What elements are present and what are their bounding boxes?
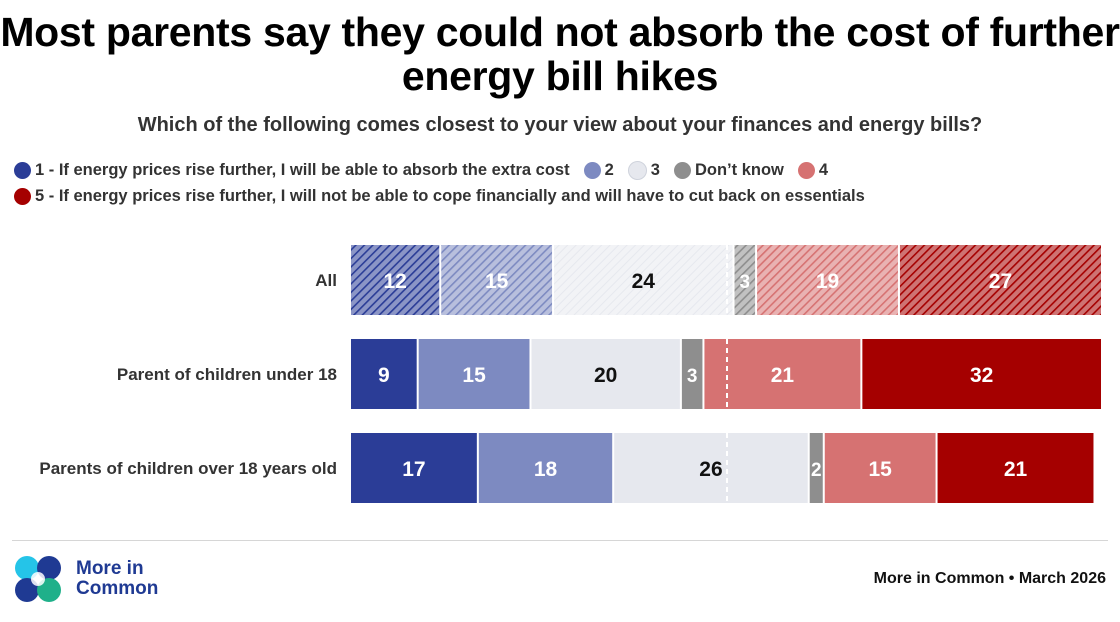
data-label: 3 [687,366,698,387]
data-label: 3 [740,272,751,293]
bar-segment [809,433,823,503]
bar-segment [757,245,898,315]
data-label: 19 [816,270,839,293]
data-label: 9 [378,364,390,387]
logo-line-1: More in [76,558,144,579]
data-label: 32 [970,364,993,387]
category-label: Parent of children under 18 [117,365,337,384]
more-in-common-logo: More in Common [12,553,158,605]
legend-label-5: 5 - If energy prices rise further, I wil… [35,187,865,205]
legend-item-3: 3 [627,157,660,183]
stacked-bar-chart: All 12 15 24 3 19 27 Parent of children under 1… [39,245,1101,503]
legend-label-dont-know: Don’t know [694,161,784,179]
legend-item-5: 5 - If energy prices rise further, I wil… [14,183,865,209]
category-label: All [315,271,337,290]
legend: 1 - If energy prices rise further, I wil… [14,157,1114,209]
legend-item-dont-know: Don’t know [673,157,784,183]
bar-segment [351,339,417,409]
logo-icon [15,556,61,602]
data-label: 20 [594,364,617,387]
bar-segment [441,245,553,315]
bar-segment [734,245,756,315]
bar-segment [351,245,440,315]
bar-segment [554,245,733,315]
data-label: 15 [868,458,892,481]
legend-row-2: 5 - If energy prices rise further, I wil… [14,183,1114,209]
legend-swatch-dont-know [673,161,691,179]
data-label: 24 [632,270,656,293]
bar-segment [681,339,703,409]
bar-segment [531,339,680,409]
data-label: 27 [989,270,1012,293]
bar-segment [937,433,1094,503]
data-label: 15 [462,364,486,387]
legend-swatch-2 [583,161,601,179]
logo-wordmark: More in Common [76,559,158,599]
legend-swatch-1 [14,161,31,179]
bar-segment [478,433,613,503]
data-label: 17 [402,458,425,481]
logo-line-2: Common [76,578,159,599]
data-label: 2 [811,460,822,481]
data-label: 12 [383,270,406,293]
bar-segment [704,339,861,409]
legend-label-1: 1 - If energy prices rise further, I wil… [35,161,570,179]
legend-item-4: 4 [797,157,829,183]
legend-label-3: 3 [650,161,660,179]
data-label: 26 [699,458,722,481]
footer-divider [12,540,1108,541]
chart-subtitle: Which of the following comes closest to … [137,114,983,136]
source-note: More in Common • March 2026 [873,570,1106,587]
legend-swatch-3 [627,160,647,180]
data-label: 15 [485,270,509,293]
legend-item-1: 1 - If energy prices rise further, I wil… [14,157,570,183]
legend-label-4: 4 [818,161,829,179]
bar-segment [862,339,1101,409]
data-label: 18 [534,458,558,481]
legend-label-2: 2 [604,161,614,179]
bar-segment [614,433,808,503]
chart-title: Most parents say they could not absorb t… [0,9,1120,99]
legend-row-1: 1 - If energy prices rise further, I wil… [14,157,1114,183]
bar-segment [418,339,530,409]
data-label: 21 [771,364,795,387]
legend-swatch-4 [797,161,815,179]
bar-segment [899,245,1101,315]
category-label: Parents of children over 18 years old [39,459,337,478]
legend-swatch-5 [14,187,31,205]
bar-segment [351,433,477,503]
legend-item-2: 2 [583,157,614,183]
data-label: 21 [1004,458,1028,481]
bar-segment [824,433,936,503]
